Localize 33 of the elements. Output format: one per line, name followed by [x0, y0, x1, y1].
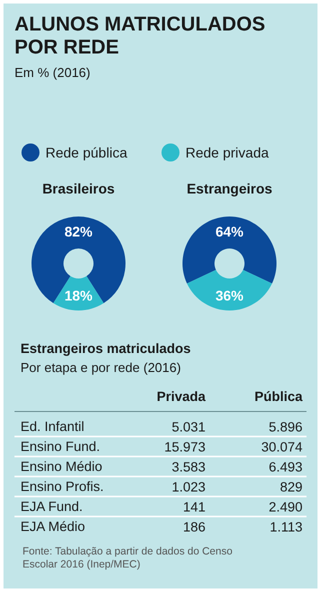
data-label: 1.023: [172, 480, 206, 494]
text: Por etapa e por rede (2016): [20, 360, 181, 375]
text: Estrangeiros matriculados: [20, 341, 191, 356]
data-label: 186: [182, 520, 206, 534]
legend-label: Rede privada: [186, 144, 269, 160]
category-label: Ensino Médio: [20, 459, 102, 474]
category-label: Ensino Fund.: [20, 439, 100, 454]
data-label: 829: [280, 480, 303, 494]
chart-title: Estrangeiros: [186, 180, 273, 196]
text: ALUNOS MATRICULADOS POR REDE: [14, 14, 266, 58]
text: Brasileiros: [42, 180, 115, 196]
category-label: Ed. Infantil: [20, 419, 84, 434]
category-label: EJA Médio: [20, 519, 86, 534]
text: Em % (2016): [14, 65, 90, 80]
data-label: 30.074: [261, 440, 303, 454]
text: Pública: [254, 389, 303, 404]
data-label: 1.113: [270, 520, 302, 534]
data-label: 18%: [64, 288, 94, 304]
data-label: 141: [182, 500, 206, 514]
data-label: 5.031: [172, 420, 206, 434]
data-label: 2.490: [268, 500, 303, 514]
legend-label: Rede pública: [46, 144, 128, 160]
data-label: 82%: [64, 224, 94, 240]
data-label: 15.973: [164, 440, 206, 454]
category-label: EJA Fund.: [20, 499, 83, 514]
data-label: 6.493: [268, 460, 303, 474]
data-label: 64%: [215, 224, 244, 240]
source-note: Fonte: Tabulação a partir de dados do Censo Escolar 2016 (Inep/MEC): [22, 546, 233, 570]
data-label: 5.896: [268, 420, 303, 434]
category-label: Ensino Profis.: [20, 479, 104, 494]
data-label: 36%: [215, 288, 244, 304]
data-label: 3.583: [172, 460, 206, 474]
text: Privada: [156, 389, 206, 404]
